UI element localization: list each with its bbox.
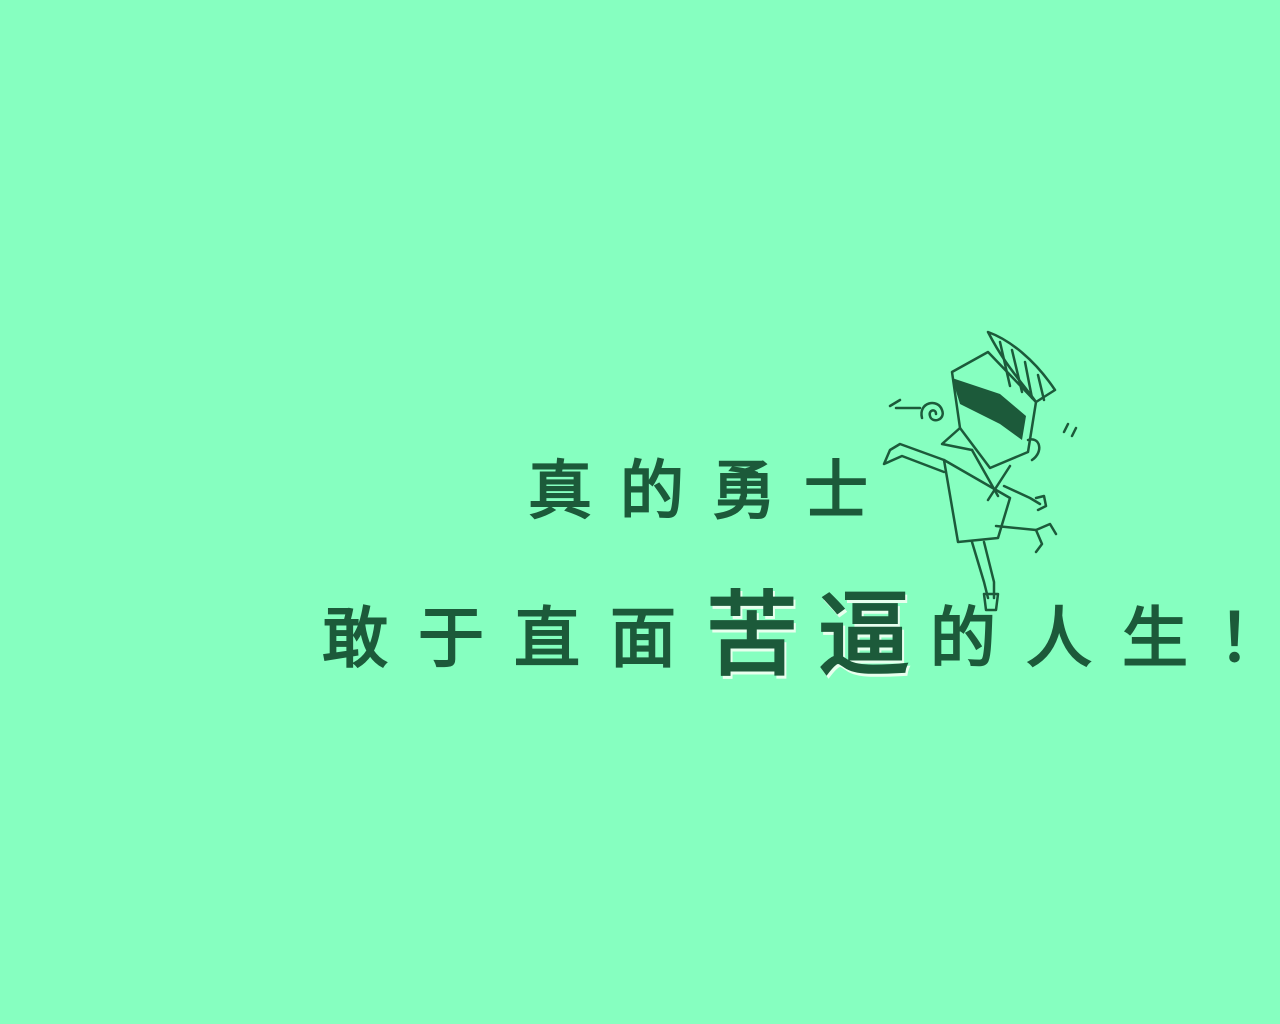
slogan-char: 人: [1026, 600, 1093, 677]
slogan-char: 生: [1122, 600, 1189, 677]
slogan-emphasis-char: 苦: [706, 582, 799, 689]
slogan-char: 于: [418, 600, 484, 677]
slogan-char: 的: [930, 600, 997, 677]
slogan-char: 敢: [322, 600, 388, 677]
slogan-line-2: 敢于直面苦逼的人生 ！: [322, 582, 1280, 689]
slogan-emphasis-char: 逼: [818, 582, 911, 689]
slogan-char: ！: [1218, 600, 1280, 677]
slogan-char: 面: [610, 600, 676, 677]
slogan-char: 直: [514, 600, 580, 677]
cartoon-character-with-sunglasses-icon: [882, 330, 1078, 612]
slogan-line-1: 真的勇士: [528, 455, 896, 529]
